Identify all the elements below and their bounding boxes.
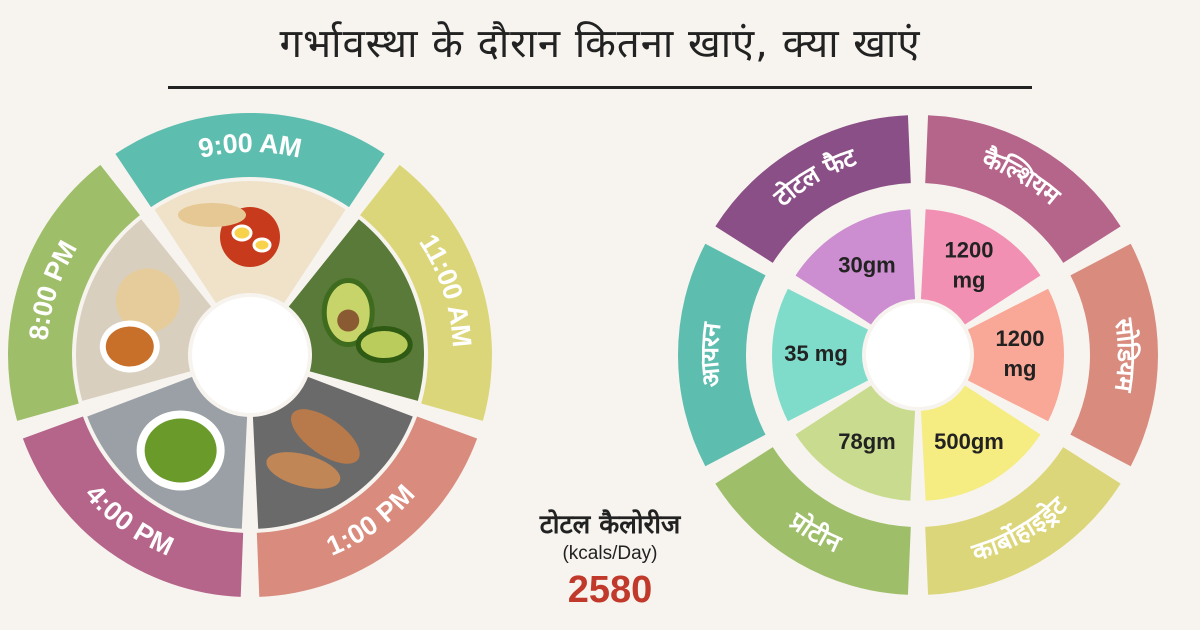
title-underline bbox=[168, 86, 1032, 89]
total-calories-label: टोटल कैलोरीज bbox=[539, 510, 681, 540]
time-label: 9:00 AM bbox=[196, 128, 304, 164]
nutrient-value-segment bbox=[795, 209, 916, 325]
nutrient-value: 1200 bbox=[996, 326, 1045, 351]
nutrient-value: 35 mg bbox=[784, 341, 848, 366]
nutrient-value: mg bbox=[953, 267, 986, 292]
time-segment bbox=[22, 416, 244, 597]
time-segment bbox=[115, 112, 385, 208]
nutrient-ring-segment bbox=[715, 115, 911, 263]
nutrient-ring-segment bbox=[1070, 243, 1158, 467]
nutrient-value-segment bbox=[920, 385, 1041, 501]
total-calories-panel: टोटल कैलोरीज (kcals/Day) 2580 bbox=[470, 505, 750, 612]
nutrient-ring-segment bbox=[925, 447, 1121, 595]
page-title: गर्भावस्था के दौरान कितना खाएं, क्या खाए… bbox=[279, 21, 921, 67]
nutrient-label: सोडियम bbox=[1109, 316, 1141, 395]
nutrient-value: 30gm bbox=[838, 252, 895, 277]
nutrient-value: 500gm bbox=[934, 429, 1004, 454]
time-segment bbox=[256, 416, 478, 597]
meal-wheel-hub bbox=[192, 297, 308, 413]
nutrient-ring-segment bbox=[715, 447, 911, 595]
nutrient-value: 78gm bbox=[838, 429, 895, 454]
nutrient-ring-segment bbox=[678, 243, 766, 467]
time-segment bbox=[8, 164, 140, 421]
time-segment bbox=[360, 164, 492, 421]
nutrient-wheel: कैल्शियम1200mgसोडियम1200mgकार्बोहाइड्रेट… bbox=[678, 115, 1158, 595]
nutrient-value: mg bbox=[1004, 356, 1037, 381]
nutrient-label: आयरन bbox=[695, 320, 727, 389]
nutrient-wheel-hub bbox=[866, 303, 970, 407]
nutrient-value-segment bbox=[771, 288, 869, 422]
nutrient-value-segment bbox=[795, 385, 916, 501]
nutrient-ring-segment bbox=[925, 115, 1121, 263]
nutrient-value: 1200 bbox=[945, 237, 994, 262]
total-calories-value: 2580 bbox=[567, 569, 653, 611]
nutrient-value-segment bbox=[967, 288, 1064, 422]
total-calories-unit: (kcals/Day) bbox=[562, 543, 658, 564]
nutrient-value-segment bbox=[920, 209, 1041, 325]
